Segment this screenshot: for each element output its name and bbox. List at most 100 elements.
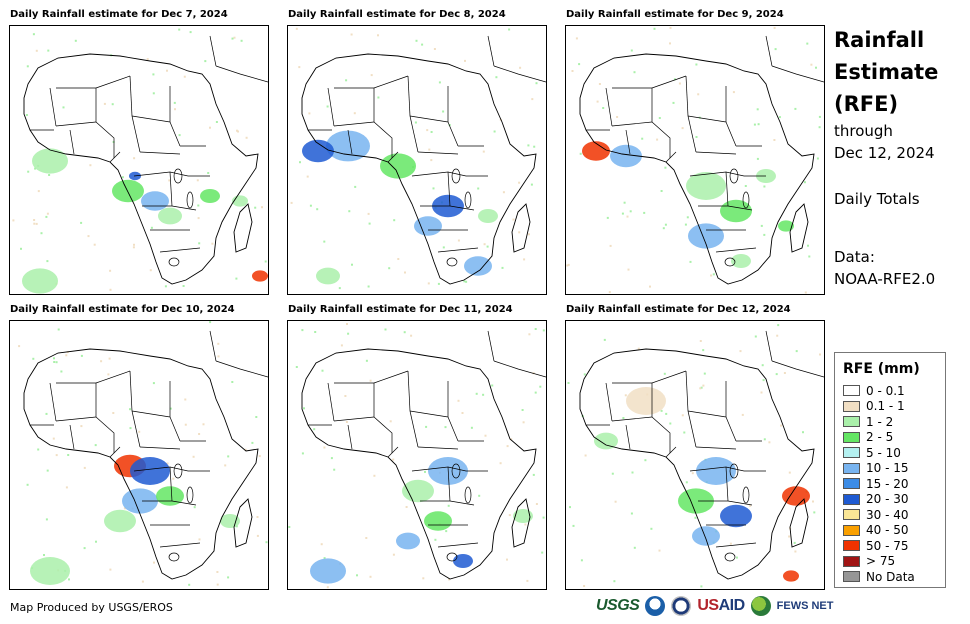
rain-speck [584,454,587,457]
sinai-outline [209,35,217,67]
rain-speck [622,417,625,419]
rain-speck [521,409,524,411]
rain-speck [244,448,247,451]
rain-speck [448,124,451,126]
africa-map [12,28,268,294]
arabia-outline [493,65,546,83]
rain-speck [629,210,632,213]
lake-outline [729,168,739,184]
panel-title-dec8: Daily Rainfall estimate for Dec 8, 2024 [288,9,506,20]
rain-speck [700,386,703,389]
rain-speck [442,110,445,113]
country-border [334,87,375,122]
rain-speck [818,126,821,129]
rain-speck [20,247,22,250]
rain-speck [541,551,544,554]
country-border [651,75,687,89]
rain-speck [762,379,765,382]
country-border [407,75,411,117]
country-border [333,121,375,127]
rain-area [686,172,726,200]
madagascar-outline [789,498,809,548]
period-label: Daily Totals [834,190,920,208]
rain-speck [198,242,201,245]
country-border [55,121,97,127]
rain-speck [482,150,485,153]
arabia-outline [771,360,824,378]
rain-speck [569,506,571,509]
legend-row: 20 - 30 [843,492,945,508]
rain-speck [112,141,115,143]
rain-speck [729,542,732,545]
rain-speck [345,79,348,82]
rain-area [200,189,220,203]
rain-speck [428,148,431,151]
rain-speck [87,235,90,238]
rain-speck [807,244,809,247]
country-border [437,542,479,548]
rain-area [396,532,420,550]
country-border [169,416,181,442]
rain-speck [47,49,50,52]
rain-speck [763,438,766,441]
rain-speck [80,425,83,428]
rain-speck [524,523,527,526]
rain-speck [173,101,176,104]
rain-speck [89,164,92,167]
legend-swatch [843,385,860,397]
rain-speck [133,243,135,246]
country-border [159,542,201,548]
rain-speck [580,559,583,562]
country-border [169,171,173,207]
rain-speck [649,285,651,288]
rain-speck [388,267,391,270]
rain-speck [542,516,545,519]
rain-speck [523,258,526,261]
rain-area [513,509,533,523]
rain-speck [397,258,400,260]
rain-speck [744,185,747,187]
country-border [387,446,399,458]
rain-speck [583,585,586,587]
rain-speck [753,123,756,126]
country-border [409,410,419,448]
country-border [169,121,181,147]
rain-speck [780,424,783,427]
rain-speck [763,185,766,188]
legend-label: 15 - 20 [866,476,909,491]
rain-speck [33,222,36,225]
rain-speck [686,216,689,219]
rain-speck [433,48,436,50]
rain-speck [216,571,219,573]
lake-outline [446,257,458,267]
rain-area [156,486,184,506]
rain-speck [427,282,430,285]
rain-speck [710,274,713,277]
country-border [327,87,335,127]
rain-speck [306,175,309,178]
legend-label: 2 - 5 [866,430,894,445]
rain-area [30,557,70,585]
rain-area [783,570,799,582]
rain-speck [265,541,268,544]
rain-speck [258,455,261,458]
rain-speck [164,285,167,288]
rain-speck [309,204,312,207]
country-border [142,205,197,211]
rain-speck [392,553,395,556]
rain-speck [261,206,263,209]
rain-area [122,488,158,514]
rain-speck [370,74,373,77]
rain-speck [404,271,406,274]
rain-speck [83,466,86,469]
rain-speck [215,121,218,123]
panel-title-dec9: Daily Rainfall estimate for Dec 9, 2024 [566,9,784,20]
rain-speck [224,464,227,467]
rain-speck [251,441,254,444]
rain-speck [95,540,97,543]
rain-speck [434,538,437,541]
rain-speck [571,70,574,72]
rain-speck [193,506,196,509]
rain-speck [377,96,380,99]
